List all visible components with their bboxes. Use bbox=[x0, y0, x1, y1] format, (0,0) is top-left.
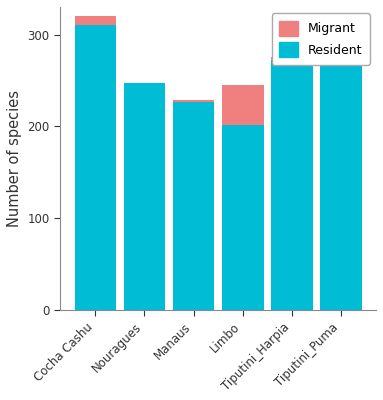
Bar bbox=[75, 16, 116, 25]
Bar bbox=[271, 60, 313, 310]
Bar bbox=[222, 85, 264, 125]
Bar bbox=[75, 25, 116, 310]
Legend: Migrant, Resident: Migrant, Resident bbox=[272, 13, 370, 65]
Bar bbox=[173, 102, 214, 310]
Bar bbox=[124, 83, 165, 310]
Y-axis label: Number of species: Number of species bbox=[7, 90, 22, 227]
Bar bbox=[222, 125, 264, 310]
Bar bbox=[173, 100, 214, 102]
Bar bbox=[271, 56, 313, 60]
Bar bbox=[320, 60, 362, 310]
Bar bbox=[320, 56, 362, 60]
